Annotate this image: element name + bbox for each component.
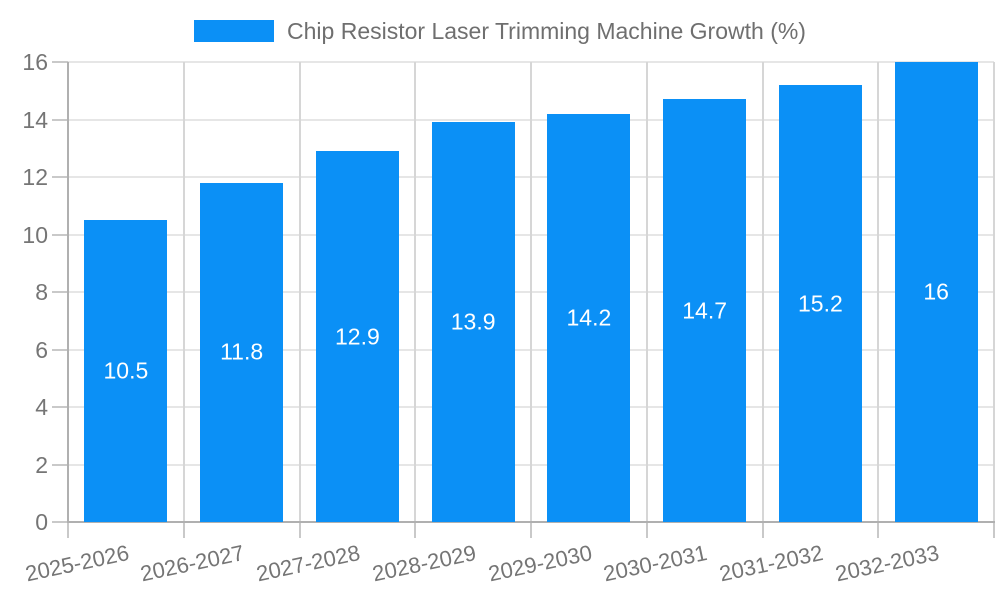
y-axis-tick-label: 16 (22, 49, 48, 75)
x-axis-tick (993, 522, 995, 538)
v-gridline (761, 62, 764, 522)
x-axis-tick (182, 522, 185, 538)
x-axis-tick (414, 522, 417, 538)
y-axis-tick-label: 12 (22, 164, 48, 190)
v-gridline (645, 62, 648, 522)
bar[interactable] (84, 220, 168, 522)
x-axis-line (67, 521, 995, 523)
bar-value-label: 12.9 (334, 323, 380, 350)
bar[interactable] (663, 99, 747, 522)
x-axis-tick (67, 522, 69, 538)
plot-area: 0 2 4 6 8 10 12 14 16 10.5 2025-2026 11.8 2026-2027 1… (22, 49, 995, 586)
x-axis-label: 2026-2027 (138, 540, 247, 587)
y-axis-tick-label: 0 (35, 509, 48, 535)
x-axis-tick (530, 522, 532, 538)
y-axis-tick (52, 291, 68, 293)
bar-value-label: 14.2 (566, 304, 612, 331)
y-axis-tick (52, 118, 68, 121)
bar-value-label: 14.7 (682, 297, 728, 324)
y-axis-tick-label: 8 (35, 279, 48, 305)
bar[interactable] (200, 182, 284, 522)
x-axis-label: 2032-2033 (832, 540, 942, 587)
bar-value-label: 11.8 (220, 338, 264, 365)
x-axis-label: 2028-2029 (369, 540, 479, 587)
x-axis-label: 2027-2028 (254, 540, 363, 587)
x-axis-label: 2030-2031 (601, 540, 710, 587)
bar[interactable] (315, 151, 399, 522)
chart-legend: Chip Resistor Laser Trimming Machine Gro… (0, 16, 1000, 46)
bar[interactable] (547, 113, 631, 522)
y-axis-tick (52, 521, 68, 523)
x-axis-label: 2025-2026 (22, 540, 131, 587)
bar-value-label: 13.9 (450, 308, 496, 335)
v-gridline (530, 62, 532, 522)
y-axis-tick (52, 176, 68, 178)
x-axis-tick (761, 522, 764, 538)
y-axis-tick (52, 233, 68, 236)
v-gridline (993, 62, 995, 522)
y-axis-tick-label: 4 (35, 394, 48, 420)
y-axis-tick (52, 406, 68, 408)
chart-title: Chip Resistor Laser Trimming Machine Gro… (287, 18, 806, 44)
v-gridline (182, 62, 185, 522)
x-axis-tick (298, 522, 301, 538)
y-axis-tick-label: 2 (35, 451, 48, 478)
x-axis-label: 2029-2030 (485, 540, 594, 587)
x-axis-tick (877, 522, 880, 538)
bar-value-label: 10.5 (103, 357, 149, 384)
x-axis-label: 2031-2032 (717, 540, 826, 587)
y-axis-tick-label: 14 (22, 106, 48, 133)
y-axis-tick (52, 348, 68, 351)
bar-value-label: 15.2 (797, 290, 843, 316)
legend-swatch-icon (194, 20, 275, 42)
x-axis-tick (645, 522, 648, 538)
y-axis-tick-label: 10 (22, 221, 48, 248)
bar-value-label: 16 (923, 278, 949, 305)
v-gridline (877, 62, 880, 522)
bar[interactable] (778, 85, 862, 522)
y-axis-tick (52, 61, 68, 63)
y-axis-line (67, 62, 69, 522)
bar[interactable] (894, 62, 978, 522)
v-gridline (298, 62, 301, 522)
v-gridline (414, 62, 417, 522)
y-axis-tick (52, 463, 68, 466)
y-axis-tick-label: 6 (35, 336, 48, 363)
bar[interactable] (431, 122, 515, 522)
